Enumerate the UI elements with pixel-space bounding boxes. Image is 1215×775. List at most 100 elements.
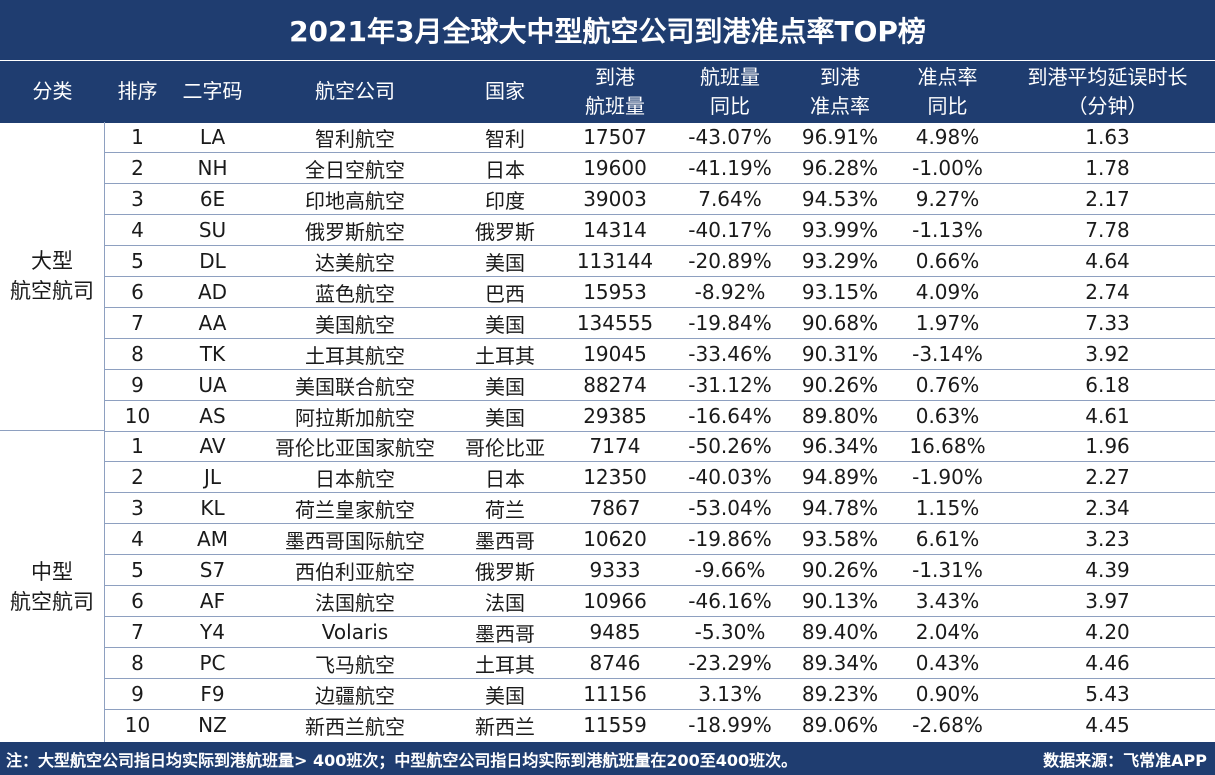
cell-delay: 3.97 (1085, 589, 1130, 613)
header-airline: 航空公司 (315, 79, 395, 103)
footer: 注：大型航空公司指日均实际到港航班量> 400班次；中型航空公司指日均实际到港航… (0, 742, 1215, 775)
cell-delay: 7.33 (1085, 311, 1130, 335)
cell-airline: 哥伦比亚国家航空 (275, 435, 435, 460)
cell-flights: 10966 (583, 589, 647, 613)
cell-otp: 96.34% (801, 434, 879, 458)
cell-rank: 4 (131, 527, 144, 551)
cell-yoy: -46.16% (688, 589, 772, 613)
cell-airline: 日本航空 (315, 466, 395, 491)
cell-code: AV (199, 434, 226, 458)
cell-delay: 1.96 (1085, 434, 1130, 458)
cell-delay: 1.78 (1085, 156, 1130, 180)
cell-country: 土耳其 (475, 652, 535, 677)
cell-country: 土耳其 (475, 343, 535, 368)
cell-yoy: -50.26% (688, 434, 772, 458)
cell-airline: 土耳其航空 (305, 343, 405, 368)
cell-code: 6E (199, 187, 226, 211)
cell-otp: 89.23% (801, 682, 879, 706)
table-row: 1 AV 哥伦比亚国家航空 哥伦比亚 7174 -50.26% 96.34% 16.68% 1.… (105, 431, 1215, 462)
cell-yoy: 7.64% (698, 187, 762, 211)
cell-flights: 39003 (583, 187, 647, 211)
table-row: 5 S7 西伯利亚航空 俄罗斯 9333 -9.66% 90.26% -1.31% 4.39 (105, 555, 1215, 586)
cell-airline: Volaris (321, 620, 389, 644)
header-otp: 到港 准点率 (810, 64, 870, 118)
cell-airline: 全日空航空 (305, 157, 405, 182)
cell-flights: 9485 (589, 620, 641, 644)
table-row: 10 NZ 新西兰航空 新西兰 11559 -18.99% 89.06% -2.68% 4.45 (105, 710, 1215, 741)
cell-flights: 29385 (583, 404, 647, 428)
cell-otp: 90.31% (801, 342, 879, 366)
table-row: 8 PC 飞马航空 土耳其 8746 -23.29% 89.34% 0.43% 4.46 (105, 648, 1215, 679)
cell-otp-yoy: 1.15% (915, 496, 980, 520)
cell-otp: 89.40% (801, 620, 879, 644)
cell-airline: 西伯利亚航空 (295, 559, 415, 584)
cell-flights: 17507 (583, 125, 647, 149)
cell-country: 印度 (485, 188, 525, 213)
cell-airline: 荷兰皇家航空 (295, 497, 415, 522)
cell-code: NZ (198, 713, 227, 737)
header-otp-yoy: 准点率 同比 (917, 64, 978, 118)
table-body: 大型 航空航司 中型 航空航司 1 LA 智利航空 智利 17507 -43.07% 96.91… (0, 122, 1215, 742)
cell-country: 日本 (485, 466, 525, 491)
cell-yoy: -33.46% (688, 342, 772, 366)
cell-airline: 印地高航空 (305, 188, 405, 213)
cell-country: 巴西 (485, 281, 525, 306)
cell-otp: 93.58% (801, 527, 879, 551)
cell-rank: 3 (131, 187, 144, 211)
cell-otp-yoy: -1.00% (912, 156, 983, 180)
table-row: 6 AD 蓝色航空 巴西 15953 -8.92% 93.15% 4.09% 2.74 (105, 277, 1215, 308)
cell-rank: 4 (131, 218, 144, 242)
cell-otp-yoy: -1.13% (912, 218, 983, 242)
cell-country: 墨西哥 (475, 528, 535, 553)
cell-code: AD (197, 280, 228, 304)
table-row: 1 LA 智利航空 智利 17507 -43.07% 96.91% 4.98% 1.63 (105, 122, 1215, 153)
cell-flights: 19045 (583, 342, 647, 366)
table-row: 3 KL 荷兰皇家航空 荷兰 7867 -53.04% 94.78% 1.15% 2.34 (105, 493, 1215, 524)
cell-delay: 1.63 (1085, 125, 1130, 149)
cell-delay: 2.17 (1085, 187, 1130, 211)
cell-airline: 新西兰航空 (305, 714, 405, 739)
cell-country: 美国 (485, 374, 525, 399)
cell-yoy: -8.92% (694, 280, 766, 304)
table-row: 2 NH 全日空航空 日本 19600 -41.19% 96.28% -1.00% 1.78 (105, 153, 1215, 184)
cell-delay: 4.46 (1085, 651, 1130, 675)
cell-rank: 10 (124, 713, 151, 737)
cell-code: LA (199, 125, 226, 149)
cell-country: 智利 (485, 126, 525, 151)
cell-country: 哥伦比亚 (465, 435, 545, 460)
footer-source: 数据来源：飞常准APP (1043, 750, 1207, 770)
cell-otp: 90.26% (801, 558, 879, 582)
cell-code: DL (199, 249, 226, 273)
cell-flights: 19600 (583, 156, 647, 180)
cell-otp-yoy: 2.04% (915, 620, 980, 644)
cell-rank: 2 (131, 465, 144, 489)
cell-otp-yoy: -1.31% (912, 558, 983, 582)
cell-rank: 6 (131, 589, 144, 613)
cell-flights: 14314 (583, 218, 647, 242)
cell-delay: 2.74 (1085, 280, 1130, 304)
cell-yoy: -31.12% (688, 373, 772, 397)
cell-yoy: -40.03% (688, 465, 772, 489)
cell-code: TK (199, 342, 226, 366)
cell-rank: 5 (131, 558, 144, 582)
cell-otp-yoy: 1.97% (915, 311, 980, 335)
cell-code: F9 (200, 682, 225, 706)
header-category: 分类 (32, 79, 73, 103)
cell-flights: 113144 (576, 249, 654, 273)
cell-otp-yoy: 0.90% (915, 682, 980, 706)
cell-code: JL (203, 465, 222, 489)
cell-otp: 94.53% (801, 187, 879, 211)
cell-otp-yoy: 6.61% (915, 527, 980, 551)
table-row: 9 F9 边疆航空 美国 11156 3.13% 89.23% 0.90% 5.43 (105, 679, 1215, 710)
table-row: 5 DL 达美航空 美国 113144 -20.89% 93.29% 0.66% 4.64 (105, 246, 1215, 277)
cell-country: 俄罗斯 (475, 559, 535, 584)
cell-yoy: -23.29% (688, 651, 772, 675)
table-row: 10 AS 阿拉斯加航空 美国 29385 -16.64% 89.80% 0.63% 4.61 (105, 401, 1215, 432)
cell-flights: 11156 (583, 682, 647, 706)
cell-rank: 1 (131, 434, 144, 458)
cell-otp-yoy: 16.68% (909, 434, 986, 458)
table-row: 6 AF 法国航空 法国 10966 -46.16% 90.13% 3.43% 3.97 (105, 586, 1215, 617)
cell-otp: 96.28% (801, 156, 879, 180)
cell-code: NH (197, 156, 228, 180)
cell-yoy: -40.17% (688, 218, 772, 242)
